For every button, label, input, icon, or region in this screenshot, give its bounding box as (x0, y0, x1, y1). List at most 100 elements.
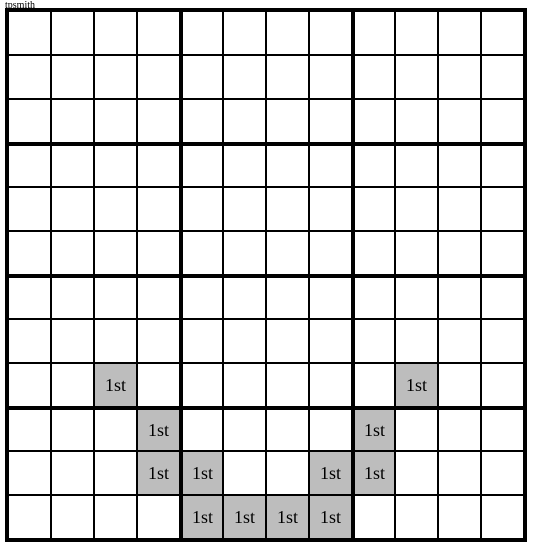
grid-cell[interactable]: 1st (137, 407, 180, 451)
grid-cell[interactable] (8, 495, 51, 539)
grid-cell[interactable] (8, 143, 51, 187)
grid-cell[interactable] (180, 99, 223, 143)
grid-cell[interactable] (395, 275, 438, 319)
grid-cell[interactable] (481, 187, 524, 231)
grid-cell[interactable] (481, 143, 524, 187)
grid-cell[interactable] (8, 11, 51, 55)
grid-cell[interactable] (94, 451, 137, 495)
grid-cell[interactable] (438, 495, 481, 539)
grid-cell[interactable] (438, 187, 481, 231)
grid-cell[interactable] (223, 231, 266, 275)
grid-cell[interactable] (137, 495, 180, 539)
grid-cell[interactable] (266, 319, 309, 363)
grid-cell[interactable] (8, 363, 51, 407)
grid-cell[interactable] (137, 275, 180, 319)
grid-cell[interactable] (481, 99, 524, 143)
grid-cell[interactable] (395, 143, 438, 187)
grid-cell[interactable] (395, 11, 438, 55)
grid-cell[interactable] (94, 275, 137, 319)
grid-cell[interactable] (8, 99, 51, 143)
grid-cell[interactable] (51, 407, 94, 451)
grid-cell[interactable] (309, 11, 352, 55)
grid-cell[interactable] (438, 319, 481, 363)
grid-cell[interactable] (223, 55, 266, 99)
grid-cell[interactable] (94, 319, 137, 363)
grid-cell[interactable] (137, 11, 180, 55)
grid-cell[interactable] (51, 495, 94, 539)
grid-cell[interactable] (51, 275, 94, 319)
grid-cell[interactable] (481, 231, 524, 275)
grid-cell[interactable] (481, 11, 524, 55)
grid-cell[interactable] (94, 187, 137, 231)
grid-cell[interactable] (137, 319, 180, 363)
grid-cell[interactable] (352, 11, 395, 55)
grid-cell[interactable] (180, 55, 223, 99)
grid-cell[interactable] (481, 451, 524, 495)
grid-cell[interactable] (180, 11, 223, 55)
grid-cell[interactable] (395, 451, 438, 495)
grid-cell[interactable] (438, 363, 481, 407)
grid-cell[interactable] (94, 143, 137, 187)
grid-cell[interactable] (438, 99, 481, 143)
grid-cell[interactable] (94, 55, 137, 99)
grid-cell[interactable] (51, 363, 94, 407)
grid-cell[interactable] (51, 231, 94, 275)
grid-cell[interactable] (94, 495, 137, 539)
grid-cell[interactable] (223, 407, 266, 451)
grid-cell[interactable] (395, 407, 438, 451)
grid-cell[interactable] (137, 363, 180, 407)
grid-cell[interactable] (8, 319, 51, 363)
grid-cell[interactable] (395, 319, 438, 363)
grid-cell[interactable] (481, 363, 524, 407)
grid-cell[interactable] (8, 187, 51, 231)
grid-cell[interactable] (51, 143, 94, 187)
grid-cell[interactable] (223, 319, 266, 363)
grid-cell[interactable] (266, 275, 309, 319)
grid-cell[interactable]: 1st (395, 363, 438, 407)
grid-cell[interactable] (352, 363, 395, 407)
grid-cell[interactable]: 1st (180, 451, 223, 495)
grid-cell[interactable] (266, 143, 309, 187)
grid-cell[interactable] (352, 55, 395, 99)
grid-cell[interactable] (180, 363, 223, 407)
grid-cell[interactable] (8, 55, 51, 99)
grid-cell[interactable] (438, 407, 481, 451)
grid-cell[interactable] (266, 99, 309, 143)
grid-cell[interactable] (309, 275, 352, 319)
grid-cell[interactable] (94, 11, 137, 55)
grid-cell[interactable] (352, 319, 395, 363)
grid-cell[interactable] (180, 319, 223, 363)
grid-cell[interactable] (180, 231, 223, 275)
grid-cell[interactable] (223, 11, 266, 55)
grid-cell[interactable] (223, 363, 266, 407)
grid-cell[interactable] (266, 407, 309, 451)
grid-cell[interactable] (266, 451, 309, 495)
grid-cell[interactable] (352, 143, 395, 187)
grid-cell[interactable] (266, 231, 309, 275)
grid-cell[interactable] (180, 143, 223, 187)
grid-cell[interactable]: 1st (352, 451, 395, 495)
grid-cell[interactable]: 1st (309, 495, 352, 539)
grid-cell[interactable] (94, 231, 137, 275)
grid-cell[interactable]: 1st (223, 495, 266, 539)
grid-cell[interactable] (352, 187, 395, 231)
grid-cell[interactable] (266, 187, 309, 231)
grid-cell[interactable] (180, 187, 223, 231)
grid-cell[interactable]: 1st (94, 363, 137, 407)
grid-cell[interactable] (8, 275, 51, 319)
grid-cell[interactable] (309, 363, 352, 407)
grid-cell[interactable] (309, 231, 352, 275)
grid-cell[interactable] (309, 99, 352, 143)
grid-cell[interactable] (223, 99, 266, 143)
grid-cell[interactable] (438, 451, 481, 495)
grid-cell[interactable] (51, 319, 94, 363)
grid-cell[interactable] (8, 231, 51, 275)
grid-cell[interactable] (481, 319, 524, 363)
grid-cell[interactable] (438, 11, 481, 55)
grid-cell[interactable] (395, 99, 438, 143)
grid-cell[interactable] (266, 11, 309, 55)
grid-cell[interactable] (223, 143, 266, 187)
grid-cell[interactable] (352, 275, 395, 319)
grid-cell[interactable] (51, 11, 94, 55)
grid-cell[interactable] (352, 99, 395, 143)
